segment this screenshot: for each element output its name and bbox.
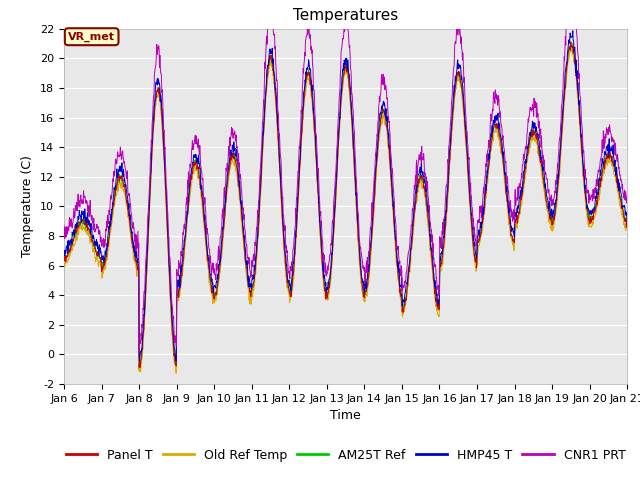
Legend: Panel T, Old Ref Temp, AM25T Ref, HMP45 T, CNR1 PRT: Panel T, Old Ref Temp, AM25T Ref, HMP45 … <box>61 444 630 467</box>
Y-axis label: Temperature (C): Temperature (C) <box>22 156 35 257</box>
Title: Temperatures: Temperatures <box>293 9 398 24</box>
X-axis label: Time: Time <box>330 409 361 422</box>
Text: VR_met: VR_met <box>68 32 115 42</box>
